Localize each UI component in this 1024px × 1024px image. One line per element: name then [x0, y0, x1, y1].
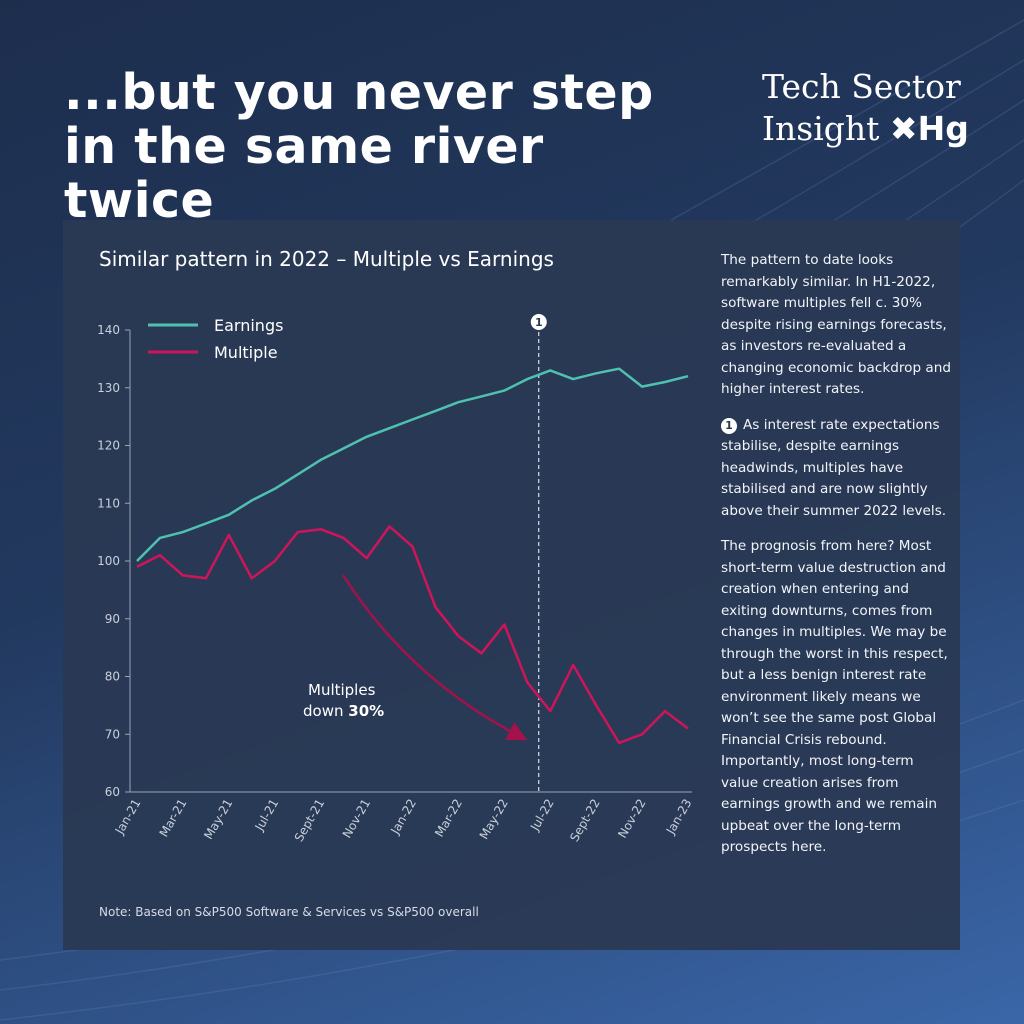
legend-label: Earnings [214, 316, 283, 335]
arrow-word: down [303, 702, 343, 720]
x-tick-label: May-22 [477, 797, 511, 842]
y-tick-label: 90 [105, 612, 120, 626]
y-tick-label: 130 [97, 381, 120, 395]
x-tick-label: Jan-21 [112, 797, 144, 838]
annotation-label: 1 [535, 316, 543, 329]
paragraph: The prognosis from here? Most short-term… [721, 538, 948, 855]
x-tick-label: Mar-21 [157, 797, 190, 840]
logo: Tech Sector Insight ✖Hg [762, 66, 969, 150]
side-text: The pattern to date looks remarkably sim… [721, 250, 953, 873]
x-tick-label: Sept-21 [292, 797, 328, 845]
logo-line: Insight ✖Hg [762, 108, 969, 150]
arrow-text: Multiples [308, 681, 376, 699]
x-tick-label: Mar-22 [432, 797, 465, 840]
x-tick-label: Nov-22 [615, 797, 648, 841]
y-tick-label: 70 [105, 727, 120, 741]
logo-word: Insight [762, 109, 880, 148]
paragraph: The pattern to date looks remarkably sim… [721, 252, 951, 397]
arrow-text: down 30% [303, 702, 384, 720]
y-tick-label: 140 [97, 323, 120, 337]
y-tick-label: 100 [97, 554, 120, 568]
headline: ...but you never step in the same river … [64, 64, 654, 229]
y-tick-label: 120 [97, 439, 120, 453]
chart-title: Similar pattern in 2022 – Multiple vs Ea… [99, 247, 554, 271]
series-line [136, 525, 689, 745]
y-tick-label: 80 [105, 670, 120, 684]
x-tick-label: Nov-21 [340, 797, 373, 841]
x-tick-label: May-21 [201, 797, 235, 842]
series-line [136, 367, 689, 562]
paragraph: 1 As interest rate expectations stabilise… [721, 415, 953, 523]
marker: 1 [721, 417, 737, 434]
arrow [341, 574, 528, 741]
x-tick-label: Jan-22 [387, 797, 419, 838]
arrow-bold: 30% [348, 702, 384, 720]
x-tick-label: Jul-22 [527, 797, 557, 834]
logo-brand: ✖Hg [889, 109, 969, 148]
paragraph-text: As interest rate expectations stabilise,… [721, 416, 947, 519]
x-tick-label: Sept-22 [567, 797, 603, 845]
panel [63, 220, 960, 950]
logo-line: Tech Sector [762, 67, 961, 106]
y-tick-label: 60 [105, 785, 120, 799]
x-tick-label: Jan-23 [663, 797, 695, 838]
note: Note: Based on S&P500 Software & Service… [99, 905, 479, 919]
annotation-marker [530, 314, 547, 330]
x-tick-label: Jul-21 [252, 797, 282, 834]
legend-label: Multiple [214, 343, 278, 362]
y-tick-label: 110 [97, 496, 120, 510]
